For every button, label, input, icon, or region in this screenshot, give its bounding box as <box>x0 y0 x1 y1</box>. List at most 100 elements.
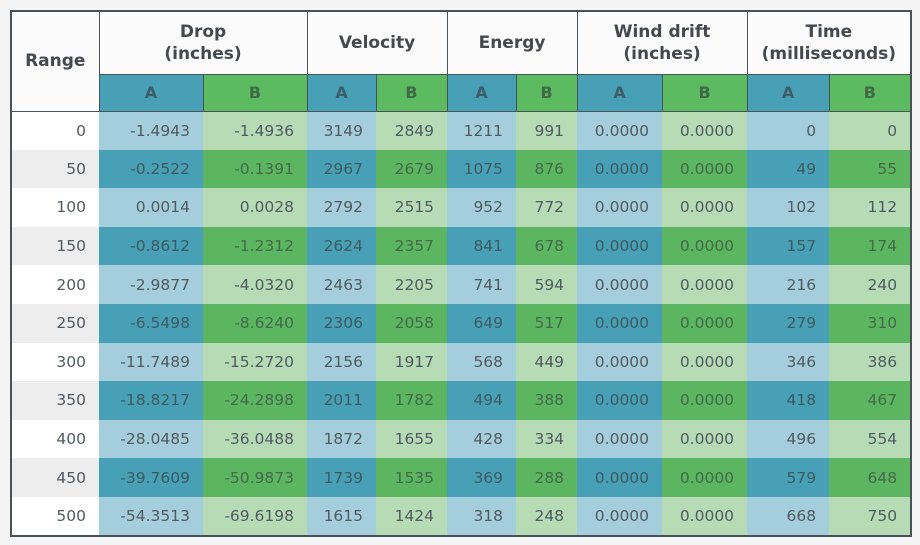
header-range-label: Range <box>25 51 86 72</box>
cell-drop-b: -1.4936 <box>203 111 308 150</box>
table-row: 100 0.0014 0.0028 2792 2515 952 772 0.0000 0.000… <box>11 188 912 227</box>
cell-range: 0 <box>11 111 99 150</box>
header-time-unit: (milliseconds) <box>761 43 896 64</box>
cell-energy-a: 741 <box>447 265 517 304</box>
cell-velocity-b: 2849 <box>376 111 448 150</box>
cell-velocity-b: 1424 <box>376 496 448 536</box>
cell-energy-a: 568 <box>447 342 517 382</box>
cell-time-a: 579 <box>747 458 830 497</box>
header-subcol-row: A B A B A B A B A B <box>11 73 912 112</box>
table-row: 350 -18.8217 -24.2898 2011 1782 494 388 0.0000 0… <box>11 381 912 420</box>
cell-energy-b: 517 <box>516 303 578 343</box>
table-body: 0 -1.4943 -1.4936 3149 2849 1211 991 0.0000 0.00… <box>11 111 912 536</box>
cell-energy-b: 678 <box>516 226 578 266</box>
cell-range: 500 <box>11 496 99 536</box>
cell-time-b: 386 <box>829 342 912 382</box>
cell-velocity-b: 1917 <box>376 342 448 382</box>
cell-time-a: 49 <box>747 149 830 189</box>
table-row: 450 -39.7609 -50.9873 1739 1535 369 288 0.0000 0… <box>11 458 912 497</box>
cell-time-a: 279 <box>747 303 830 343</box>
cell-energy-a: 952 <box>447 188 517 227</box>
cell-drop-a: -18.8217 <box>99 381 203 420</box>
cell-wind-b: 0.0000 <box>662 419 748 459</box>
cell-time-a: 496 <box>747 419 830 459</box>
cell-energy-b: 334 <box>516 419 578 459</box>
cell-wind-b: 0.0000 <box>662 458 748 497</box>
table-header: Range Drop (inches) Velocity Energy Wind… <box>10 10 912 112</box>
cell-wind-a: 0.0000 <box>577 111 663 150</box>
cell-energy-a: 649 <box>447 303 517 343</box>
cell-wind-b: 0.0000 <box>662 381 748 420</box>
cell-drop-b: -4.0320 <box>203 265 308 304</box>
cell-drop-a: -2.9877 <box>99 265 203 304</box>
cell-wind-a: 0.0000 <box>577 149 663 189</box>
cell-time-b: 310 <box>829 303 912 343</box>
cell-velocity-a: 1615 <box>307 496 377 536</box>
cell-velocity-a: 3149 <box>307 111 377 150</box>
cell-wind-a: 0.0000 <box>577 188 663 227</box>
subheader-velocity-a: A <box>306 73 377 112</box>
header-wind-drift: Wind drift (inches) <box>576 10 748 75</box>
cell-wind-b: 0.0000 <box>662 265 748 304</box>
cell-drop-a: 0.0014 <box>99 188 203 227</box>
cell-drop-a: -39.7609 <box>99 458 203 497</box>
cell-energy-a: 428 <box>447 419 517 459</box>
table-row: 250 -6.5498 -8.6240 2306 2058 649 517 0.0000 0.0… <box>11 303 912 343</box>
cell-energy-b: 594 <box>516 265 578 304</box>
subheader-drop-b: B <box>202 73 308 112</box>
cell-time-a: 157 <box>747 226 830 266</box>
cell-wind-a: 0.0000 <box>577 458 663 497</box>
cell-velocity-b: 1782 <box>376 381 448 420</box>
cell-wind-a: 0.0000 <box>577 342 663 382</box>
cell-velocity-a: 1872 <box>307 419 377 459</box>
cell-time-b: 750 <box>829 496 912 536</box>
cell-time-a: 668 <box>747 496 830 536</box>
cell-velocity-a: 2306 <box>307 303 377 343</box>
cell-energy-a: 841 <box>447 226 517 266</box>
cell-energy-a: 369 <box>447 458 517 497</box>
cell-drop-a: -6.5498 <box>99 303 203 343</box>
cell-drop-b: -15.2720 <box>203 342 308 382</box>
header-drop-label: Drop <box>179 21 227 42</box>
table-row: 200 -2.9877 -4.0320 2463 2205 741 594 0.0000 0.0… <box>11 265 912 304</box>
cell-wind-a: 0.0000 <box>577 226 663 266</box>
subheader-energy-a: A <box>446 73 517 112</box>
cell-energy-b: 876 <box>516 149 578 189</box>
cell-time-a: 346 <box>747 342 830 382</box>
cell-velocity-b: 1535 <box>376 458 448 497</box>
cell-time-b: 240 <box>829 265 912 304</box>
cell-time-b: 648 <box>829 458 912 497</box>
cell-velocity-a: 2624 <box>307 226 377 266</box>
cell-wind-b: 0.0000 <box>662 111 748 150</box>
subheader-drop-a: A <box>98 73 204 112</box>
subheader-time-a: A <box>746 73 830 112</box>
cell-velocity-b: 1655 <box>376 419 448 459</box>
cell-range: 50 <box>11 149 99 189</box>
cell-wind-b: 0.0000 <box>662 342 748 382</box>
header-time: Time (milliseconds) <box>746 10 912 75</box>
cell-wind-b: 0.0000 <box>662 496 748 536</box>
subheader-time-b: B <box>828 73 912 112</box>
header-time-label: Time <box>805 21 853 42</box>
cell-time-b: 174 <box>829 226 912 266</box>
cell-energy-b: 388 <box>516 381 578 420</box>
cell-velocity-a: 1739 <box>307 458 377 497</box>
table-row: 400 -28.0485 -36.0488 1872 1655 428 334 0.0000 0… <box>11 419 912 459</box>
subheader-velocity-b: B <box>375 73 448 112</box>
cell-range: 400 <box>11 419 99 459</box>
cell-range: 200 <box>11 265 99 304</box>
header-wind-drift-unit: (inches) <box>623 43 701 64</box>
cell-energy-a: 1211 <box>447 111 517 150</box>
header-range: Range <box>10 10 100 112</box>
cell-time-b: 554 <box>829 419 912 459</box>
cell-wind-b: 0.0000 <box>662 188 748 227</box>
cell-energy-b: 248 <box>516 496 578 536</box>
cell-drop-b: -36.0488 <box>203 419 308 459</box>
cell-time-b: 0 <box>829 111 912 150</box>
table-row: 300 -11.7489 -15.2720 2156 1917 568 449 0.0000 0… <box>11 342 912 382</box>
cell-drop-b: -8.6240 <box>203 303 308 343</box>
header-energy-label: Energy <box>478 32 546 53</box>
cell-range: 250 <box>11 303 99 343</box>
header-drop-unit: (inches) <box>164 43 242 64</box>
